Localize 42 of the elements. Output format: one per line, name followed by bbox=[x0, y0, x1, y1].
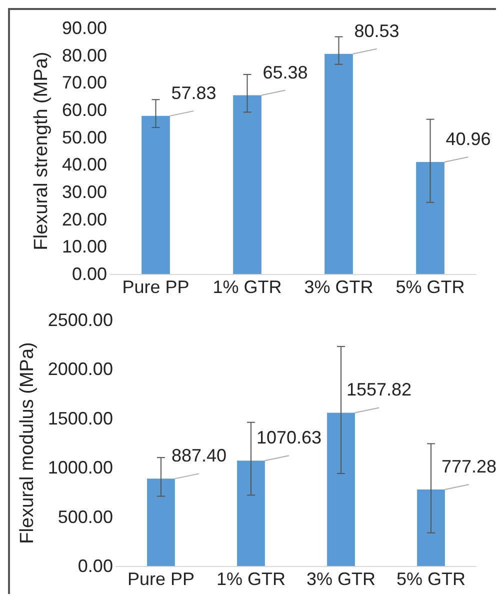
bar bbox=[416, 162, 444, 274]
data-label: 1070.63 bbox=[256, 428, 322, 448]
x-tick-label: Pure PP bbox=[122, 277, 190, 297]
x-tick-label: 1% GTR bbox=[212, 277, 282, 297]
bar bbox=[147, 478, 175, 566]
y-tick-label: 1000.00 bbox=[48, 458, 113, 478]
x-tick-label: 5% GTR bbox=[396, 569, 466, 589]
bar bbox=[233, 95, 262, 274]
y-tick-label: 50.00 bbox=[62, 127, 107, 148]
y-axis-title: Flexural strength (MPa) bbox=[31, 52, 52, 250]
y-axis-title: Flexural modulus (MPa) bbox=[17, 342, 38, 544]
y-tick-label: 60.00 bbox=[62, 100, 107, 120]
y-tick-label: 80.00 bbox=[62, 45, 107, 66]
data-label: 80.53 bbox=[354, 20, 400, 41]
bar bbox=[142, 116, 170, 274]
bar bbox=[324, 54, 353, 274]
y-tick-label: 70.00 bbox=[62, 72, 107, 93]
data-label: 1557.82 bbox=[346, 380, 412, 400]
data-label: 57.83 bbox=[171, 82, 216, 103]
y-tick-label: 2000.00 bbox=[48, 359, 113, 380]
x-tick-label: 5% GTR bbox=[396, 277, 465, 297]
bar bbox=[417, 490, 445, 566]
y-tick-label: 90.00 bbox=[62, 18, 107, 38]
y-tick-label: 2500.00 bbox=[48, 310, 113, 330]
y-tick-label: 500.00 bbox=[58, 506, 113, 527]
data-label: 777.28 bbox=[441, 456, 497, 477]
data-label: 887.40 bbox=[171, 446, 226, 466]
data-label: 65.38 bbox=[262, 62, 308, 82]
y-tick-label: 30.00 bbox=[62, 182, 107, 202]
y-tick-label: 40.00 bbox=[62, 154, 107, 175]
y-tick-label: 10.00 bbox=[62, 236, 107, 257]
x-tick-label: 1% GTR bbox=[216, 569, 286, 589]
bar bbox=[327, 412, 355, 566]
y-tick-label: 20.00 bbox=[62, 209, 107, 230]
data-label: 40.96 bbox=[446, 129, 491, 150]
y-tick-label: 0.00 bbox=[72, 264, 107, 284]
x-tick-label: Pure PP bbox=[127, 569, 194, 589]
x-tick-label: 3% GTR bbox=[304, 277, 374, 297]
y-tick-label: 1500.00 bbox=[48, 408, 113, 428]
y-tick-label: 0.00 bbox=[78, 556, 113, 576]
x-tick-label: 3% GTR bbox=[306, 569, 376, 589]
bar bbox=[237, 460, 265, 566]
